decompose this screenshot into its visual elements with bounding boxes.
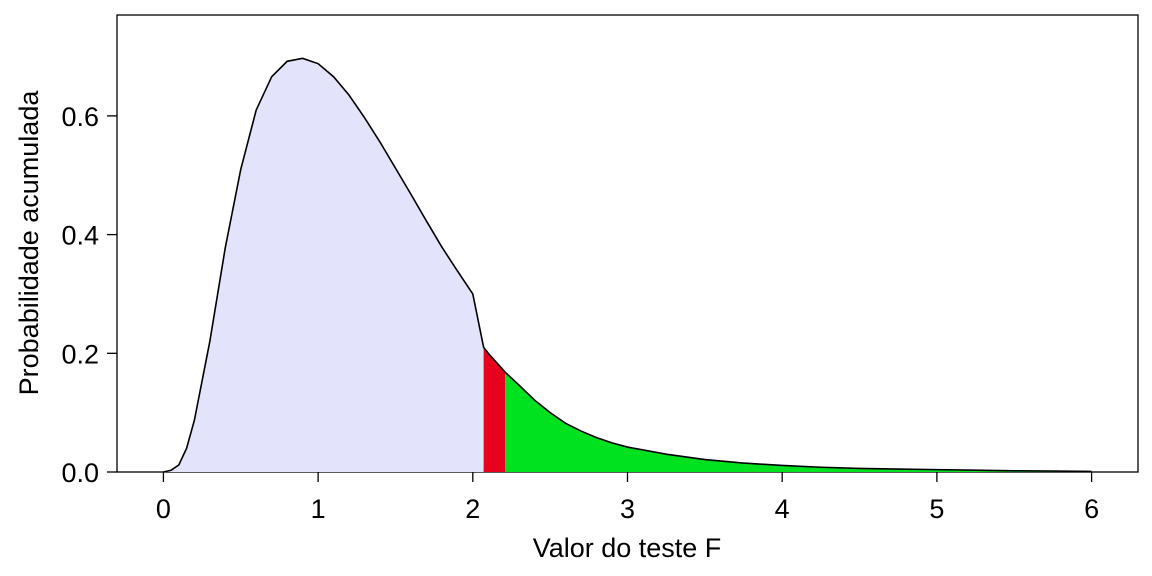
- y-axis-title: Probabilidade acumulada: [14, 90, 44, 396]
- x-tick-label: 4: [775, 494, 790, 524]
- x-axis-title: Valor do teste F: [533, 533, 722, 563]
- y-tick-label: 0.0: [61, 458, 99, 488]
- x-tick-label: 2: [465, 494, 480, 524]
- shaded-region-2: [483, 347, 506, 472]
- y-axis: 0.0 0.2 0.4 0.6: [61, 102, 117, 488]
- x-tick-label: 6: [1084, 494, 1099, 524]
- x-tick-label: 1: [311, 494, 326, 524]
- shaded-region-1: [163, 58, 484, 472]
- shaded-region-3: [505, 372, 1092, 472]
- x-tick-label: 5: [929, 494, 944, 524]
- shaded-regions: [163, 58, 1092, 472]
- density-curve: [163, 57, 1092, 473]
- x-tick-label: 3: [620, 494, 635, 524]
- x-tick-label: 0: [156, 494, 171, 524]
- x-axis: 0 1 2 3 4 5 6: [156, 472, 1099, 524]
- y-tick-label: 0.4: [61, 221, 99, 251]
- y-tick-label: 0.2: [61, 339, 99, 369]
- y-tick-label: 0.6: [61, 102, 99, 132]
